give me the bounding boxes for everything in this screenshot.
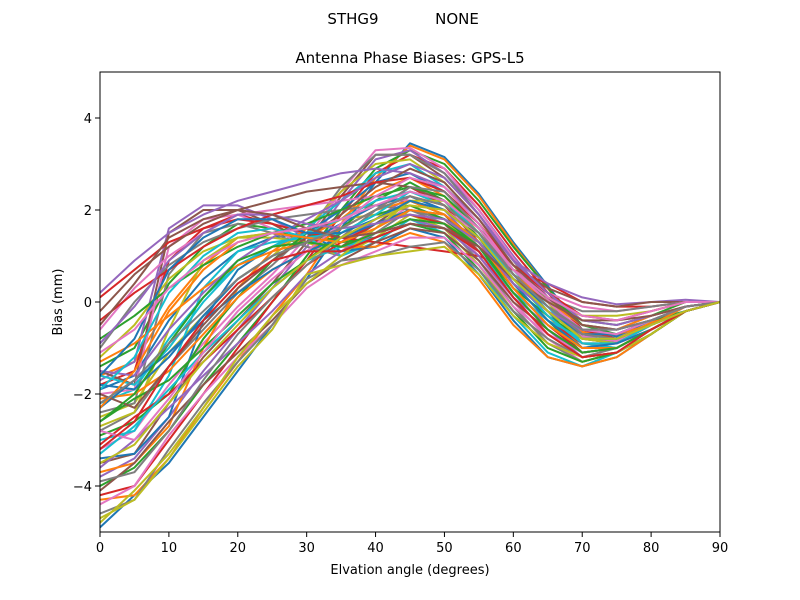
x-tick-label: 70 [574, 541, 591, 556]
x-tick-label: 90 [712, 541, 729, 556]
x-tick-label: 30 [298, 541, 315, 556]
x-axis: 0 10 20 30 40 50 60 70 80 90 [96, 532, 728, 556]
header-radome: NONE [435, 10, 479, 28]
y-tick-label: 0 [84, 296, 92, 311]
series-line-57 [100, 195, 720, 405]
series-line-6 [100, 146, 720, 451]
series-line-58 [100, 204, 720, 464]
x-tick-label: 0 [96, 541, 104, 556]
series-line-0 [100, 142, 720, 529]
y-tick-label: −4 [73, 480, 92, 495]
x-tick-label: 40 [367, 541, 384, 556]
series-line-52 [100, 218, 720, 423]
y-axis-label: Bias (mm) [51, 269, 66, 336]
x-tick-label: 50 [436, 541, 453, 556]
x-tick-label: 10 [161, 541, 178, 556]
y-tick-label: 4 [84, 112, 92, 127]
y-axis: −4 −2 0 2 4 [73, 112, 100, 495]
series-line-46 [100, 176, 720, 441]
series-layer [100, 142, 720, 529]
series-line-24 [100, 167, 720, 306]
series-line-44 [100, 163, 720, 377]
y-tick-label: 2 [84, 204, 92, 219]
series-line-50 [100, 199, 720, 377]
header-station: STHG9 [327, 10, 378, 28]
x-tick-label: 80 [643, 541, 660, 556]
y-tick-label: −2 [73, 388, 92, 403]
x-tick-label: 20 [230, 541, 247, 556]
series-line-56 [100, 190, 720, 354]
chart-title: Antenna Phase Biases: GPS-L5 [295, 49, 524, 67]
x-tick-label: 60 [505, 541, 522, 556]
x-axis-label: Elvation angle (degrees) [330, 563, 489, 578]
